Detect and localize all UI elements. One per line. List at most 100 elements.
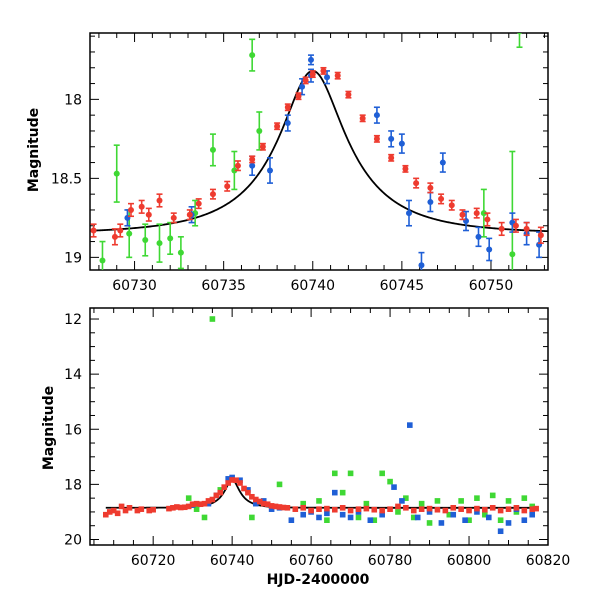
- data-point-blue: [367, 517, 374, 523]
- data-point-red: [259, 143, 266, 150]
- data-point-green: [209, 316, 216, 322]
- data-point-red: [473, 210, 480, 217]
- data-point-blue: [438, 520, 445, 526]
- data-point-blue: [439, 159, 446, 166]
- data-point-green: [99, 257, 106, 264]
- data-point-green: [331, 470, 338, 477]
- data-point-blue: [253, 500, 259, 507]
- data-point-green: [177, 249, 184, 256]
- data-point-red: [512, 222, 519, 229]
- data-point-red: [379, 507, 385, 514]
- bottom-series-red: [102, 477, 539, 518]
- data-point-red: [466, 507, 472, 514]
- data-point-red: [427, 184, 434, 191]
- data-point-blue: [497, 528, 504, 535]
- data-point-green: [497, 517, 504, 523]
- data-point-red: [537, 232, 544, 239]
- data-point-red: [284, 504, 291, 511]
- data-point-red: [234, 162, 241, 169]
- data-point-green: [185, 495, 192, 501]
- data-point-red: [225, 480, 231, 486]
- bottom-series-green: [185, 316, 536, 526]
- bottom-y-tick-label: 12: [64, 312, 82, 328]
- data-point-blue: [407, 422, 413, 428]
- data-point-red: [221, 484, 228, 490]
- data-point-blue: [299, 83, 306, 90]
- bottom-y-tick-label: 20: [64, 532, 82, 548]
- data-point-green: [209, 146, 216, 153]
- data-point-blue: [268, 506, 275, 512]
- data-point-green: [142, 236, 149, 243]
- top-series-green: [99, 33, 523, 270]
- data-point-red: [320, 67, 327, 74]
- top-y-tick-label: 19: [64, 250, 82, 266]
- data-point-red: [458, 506, 464, 512]
- data-point-red: [224, 183, 231, 190]
- data-point-red: [117, 227, 124, 234]
- top-x-tick-label: 60750: [469, 278, 514, 294]
- data-point-blue: [331, 489, 338, 496]
- top-series-blue: [124, 54, 543, 270]
- data-point-red: [402, 165, 409, 172]
- data-point-red: [145, 211, 152, 218]
- top-series-red: [90, 66, 544, 246]
- data-point-red: [482, 506, 488, 513]
- data-point-red: [339, 504, 346, 511]
- data-point-red: [484, 216, 491, 223]
- data-point-red: [217, 489, 224, 496]
- data-point-red: [308, 507, 314, 514]
- data-point-green: [113, 170, 120, 177]
- data-point-red: [497, 507, 504, 514]
- data-point-red: [209, 496, 216, 503]
- data-point-red: [156, 197, 163, 204]
- data-point-green: [480, 210, 487, 217]
- bottom-y-axis-title: Magnitude: [41, 386, 57, 470]
- data-point-green: [482, 511, 488, 518]
- data-point-red: [324, 505, 330, 512]
- data-point-red: [395, 503, 401, 510]
- data-point-green: [363, 500, 370, 507]
- data-point-green: [324, 517, 330, 523]
- data-point-red: [410, 507, 417, 514]
- data-point-blue: [316, 514, 322, 521]
- data-point-green: [426, 520, 433, 526]
- data-point-red: [114, 510, 121, 517]
- data-point-red: [118, 503, 125, 510]
- data-point-red: [489, 504, 496, 511]
- data-point-red: [233, 477, 239, 484]
- data-point-green: [249, 52, 256, 59]
- data-point-green: [193, 506, 200, 512]
- top-x-tick-label: 60730: [112, 278, 157, 294]
- data-point-red: [195, 200, 202, 207]
- bottom-x-tick-label: 60720: [131, 553, 176, 569]
- data-point-red: [272, 503, 279, 510]
- data-point-green: [256, 127, 263, 134]
- bottom-x-axis-title: HJD-2400000: [267, 572, 370, 588]
- data-point-red: [413, 180, 420, 187]
- data-point-green: [156, 240, 163, 247]
- data-point-red: [237, 480, 243, 486]
- data-point-red: [245, 489, 251, 496]
- data-point-red: [249, 493, 255, 500]
- bottom-y-tick-label: 18: [64, 477, 82, 493]
- data-point-blue: [485, 514, 492, 521]
- data-point-red: [170, 214, 177, 221]
- data-point-red: [448, 202, 455, 209]
- bottom-x-tick-label: 60800: [447, 553, 492, 569]
- data-point-green: [276, 481, 283, 488]
- data-point-green: [474, 495, 480, 501]
- data-point-red: [189, 501, 196, 508]
- data-point-blue: [529, 511, 536, 518]
- data-point-red: [450, 504, 457, 511]
- data-point-red: [309, 71, 316, 78]
- data-point-blue: [521, 517, 528, 523]
- data-point-blue: [324, 510, 330, 517]
- data-point-blue: [450, 511, 457, 518]
- data-point-red: [334, 72, 341, 79]
- data-point-red: [316, 506, 322, 512]
- data-point-red: [253, 496, 259, 503]
- data-point-red: [134, 507, 141, 514]
- data-point-red: [150, 506, 156, 513]
- data-point-green: [167, 235, 174, 242]
- data-point-green: [339, 489, 346, 496]
